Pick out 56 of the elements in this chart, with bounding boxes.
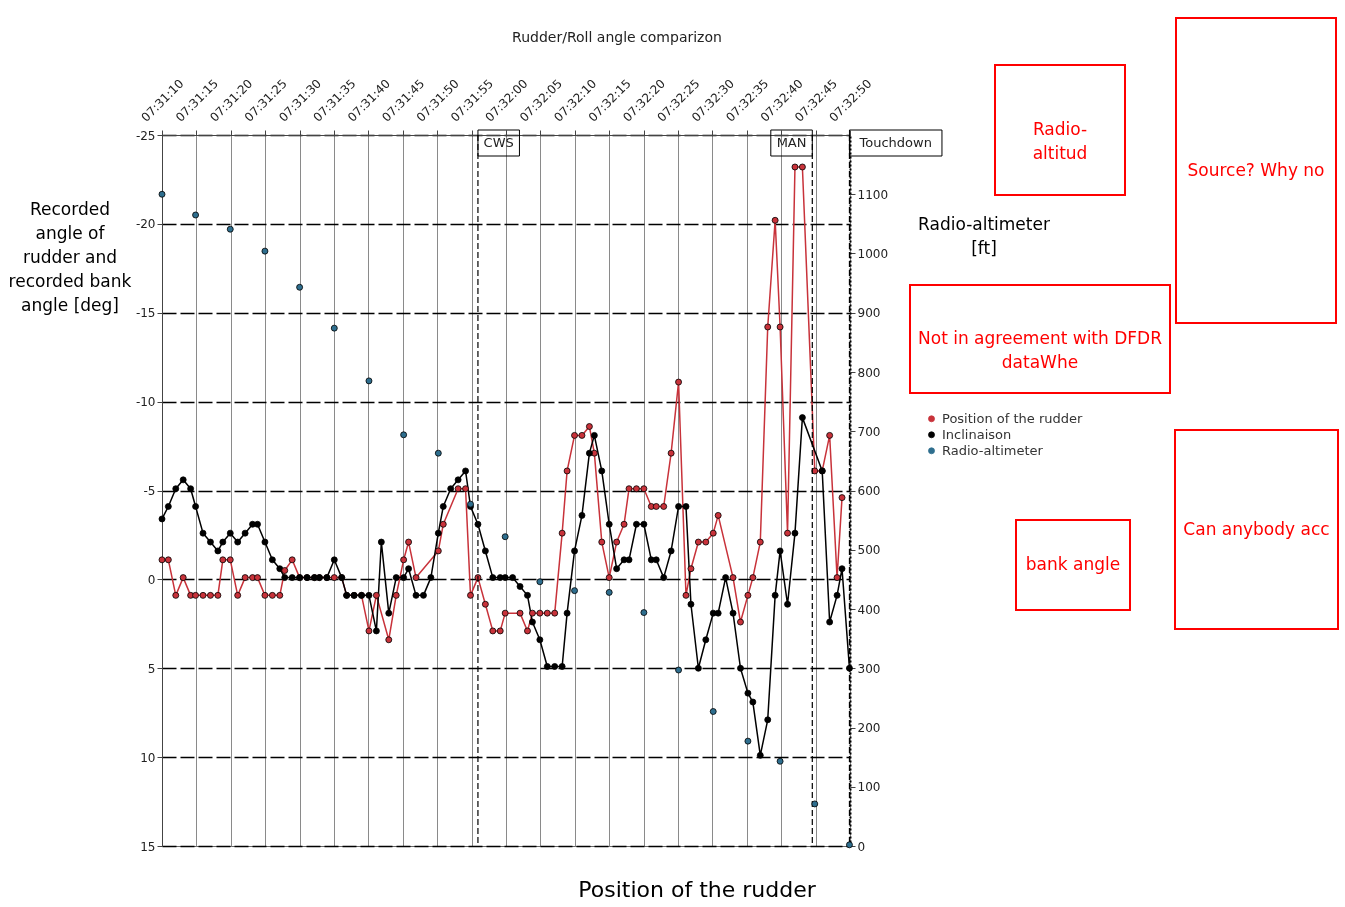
point xyxy=(192,211,199,219)
legend-label: Radio-altimeter xyxy=(942,442,1044,458)
legend-label: Position of the rudder xyxy=(942,410,1083,426)
point xyxy=(811,800,819,808)
legend-label: Inclinaison xyxy=(942,426,1012,442)
y2-tick-label: 400 xyxy=(857,602,881,617)
point xyxy=(675,666,682,674)
point xyxy=(605,589,613,596)
ref-line-label: CWS xyxy=(483,135,514,150)
y-tick-label: -15 xyxy=(135,306,156,321)
y2-tick-label: 100 xyxy=(857,780,881,795)
chart-title: Rudder/Roll angle comparizon xyxy=(512,29,722,45)
point xyxy=(434,449,442,457)
point xyxy=(776,757,784,765)
text: Not in agreement with DFDR dataWhe xyxy=(918,328,1163,372)
y2-tick-label: 1100 xyxy=(857,187,889,202)
y-tick-label: 0 xyxy=(147,572,156,587)
x-axis-title: Position of the rudder xyxy=(578,877,817,902)
y2-tick-label: 500 xyxy=(857,543,881,558)
y2-tick-label: 300 xyxy=(857,661,881,676)
point xyxy=(744,737,752,745)
ref-line-label: MAN xyxy=(776,135,807,150)
text: bank angle xyxy=(1025,554,1121,574)
y2-tick-label: 600 xyxy=(857,484,881,498)
text: Radio-altitud xyxy=(1032,119,1088,163)
y-tick-label: -5 xyxy=(143,484,156,498)
y-tick-label: 10 xyxy=(140,750,156,765)
point xyxy=(330,324,338,332)
text: Can anybody acc xyxy=(1183,518,1330,539)
point xyxy=(296,283,304,291)
y2-tick-label: 700 xyxy=(857,424,881,439)
y2-tick-label: 200 xyxy=(857,721,881,735)
y2-tick-label: 800 xyxy=(857,365,881,380)
y-tick-label: -25 xyxy=(135,128,156,143)
y-axis-title: Recorded angle of rudder and recorded bank angle [deg] xyxy=(8,199,132,315)
y-tick-label: -10 xyxy=(135,395,156,410)
point xyxy=(501,533,509,541)
y-tick-label: 15 xyxy=(140,839,156,854)
point xyxy=(640,609,648,616)
point xyxy=(709,708,717,715)
point xyxy=(536,578,544,586)
source-note: Source? Why no xyxy=(1187,159,1325,180)
y-tick-label: -20 xyxy=(135,217,156,232)
point xyxy=(158,190,166,198)
point xyxy=(571,587,578,595)
y2-tick-label: 900 xyxy=(857,306,881,321)
y2-axis-title: Radio-altimeter [ft] xyxy=(918,214,1050,258)
y2-tick-label: 0 xyxy=(857,839,866,854)
point xyxy=(846,841,853,849)
ref-line-label: Touchdown xyxy=(858,135,932,150)
point xyxy=(226,225,234,233)
point xyxy=(261,247,269,255)
point xyxy=(365,377,373,385)
point xyxy=(400,431,408,439)
y-tick-label: 5 xyxy=(147,661,156,676)
y2-tick-label: 1000 xyxy=(857,247,889,261)
